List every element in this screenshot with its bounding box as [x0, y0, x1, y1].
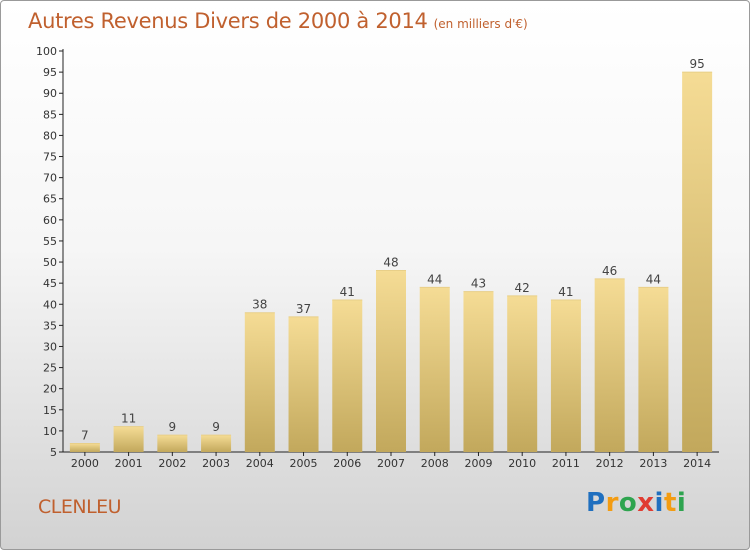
y-tick-label: 80	[43, 129, 57, 142]
y-tick-label: 30	[43, 340, 57, 353]
logo-letter: i	[654, 488, 664, 518]
logo-letter: x	[637, 488, 655, 518]
bar	[244, 312, 275, 452]
x-tick-label: 2004	[246, 457, 274, 470]
proxiti-logo: Proxiti	[586, 488, 686, 518]
y-tick-label: 35	[43, 319, 57, 332]
y-tick-label: 10	[43, 425, 57, 438]
x-tick-label: 2008	[421, 457, 449, 470]
bar-value-label: 48	[383, 255, 398, 269]
y-tick-label: 25	[43, 362, 57, 375]
bar-value-label: 9	[212, 420, 220, 434]
chart-labels: 7 11 9 9 38 37 41 48 44 43 42 41 46 44 95	[81, 57, 705, 442]
bar	[682, 72, 713, 453]
bar-value-label: 11	[121, 412, 136, 426]
chart-unit: (en milliers d'€)	[433, 17, 528, 31]
x-tick-label: 2010	[508, 457, 536, 470]
y-tick-label: 20	[43, 383, 57, 396]
bar	[550, 300, 581, 452]
y-tick-label: 65	[43, 193, 57, 206]
y-tick-label: 40	[43, 298, 57, 311]
x-tick-label: 2014	[683, 457, 711, 470]
bar-value-label: 95	[689, 57, 704, 71]
bar	[288, 316, 319, 452]
y-tick-label: 55	[43, 235, 57, 248]
bar	[376, 270, 406, 452]
logo-letter: i	[676, 488, 687, 518]
bar	[463, 291, 494, 452]
logo-letter: r	[605, 488, 619, 518]
y-tick-label: 90	[43, 87, 57, 100]
chart-bars	[69, 71, 713, 453]
x-tick-label: 2011	[552, 457, 580, 470]
bar-value-label: 42	[515, 281, 530, 295]
y-tick-label: 5	[50, 446, 57, 459]
x-tick-label: 2009	[464, 457, 492, 470]
bar	[419, 287, 450, 452]
y-tick-label: 50	[43, 256, 57, 269]
bar-value-label: 37	[296, 302, 311, 316]
commune-name: CLENLEU	[38, 496, 122, 518]
x-tick-label: 2013	[639, 457, 667, 470]
bar	[594, 278, 625, 452]
bar-value-label: 44	[427, 272, 442, 286]
x-tick-label: 2003	[202, 457, 230, 470]
bar-value-label: 9	[169, 420, 177, 434]
logo-letter: o	[618, 488, 638, 518]
chart-axes: 5 10 15 20 25 30 35 40 45 50 55 60 65 70 75 80 85 90 95 100…	[36, 45, 719, 470]
bar-value-label: 41	[558, 285, 573, 299]
bar-value-label: 7	[81, 429, 89, 443]
y-tick-label: 100	[36, 45, 57, 58]
x-tick-label: 2012	[596, 457, 624, 470]
chart-title-text: Autres Revenus Divers de 2000 à 2014	[28, 9, 428, 33]
y-tick-label: 15	[43, 404, 57, 417]
logo-letter: P	[586, 488, 606, 518]
bar	[69, 443, 100, 452]
bar	[638, 287, 669, 452]
y-tick-label: 70	[43, 172, 57, 185]
x-tick-label: 2005	[290, 457, 318, 470]
x-tick-label: 2007	[377, 457, 405, 470]
bar-value-label: 44	[646, 272, 661, 286]
bar	[113, 426, 144, 452]
x-tick-label: 2006	[333, 457, 361, 470]
bar-value-label: 41	[340, 285, 355, 299]
bar	[332, 300, 363, 452]
y-tick-label: 85	[43, 108, 57, 121]
x-tick-label: 2002	[158, 457, 186, 470]
bar	[507, 295, 538, 452]
y-tick-label: 60	[43, 214, 57, 227]
bar-value-label: 46	[602, 264, 617, 278]
bar-value-label: 38	[252, 298, 267, 312]
bar-value-label: 43	[471, 277, 486, 291]
y-tick-label: 95	[43, 66, 57, 79]
x-tick-label: 2000	[71, 457, 99, 470]
bar	[201, 435, 232, 452]
bar	[157, 435, 188, 452]
chart-title: Autres Revenus Divers de 2000 à 2014 (en …	[28, 9, 528, 33]
y-tick-label: 75	[43, 151, 57, 164]
x-tick-label: 2001	[115, 457, 143, 470]
y-tick-label: 45	[43, 277, 57, 290]
logo-letter: t	[663, 488, 677, 518]
